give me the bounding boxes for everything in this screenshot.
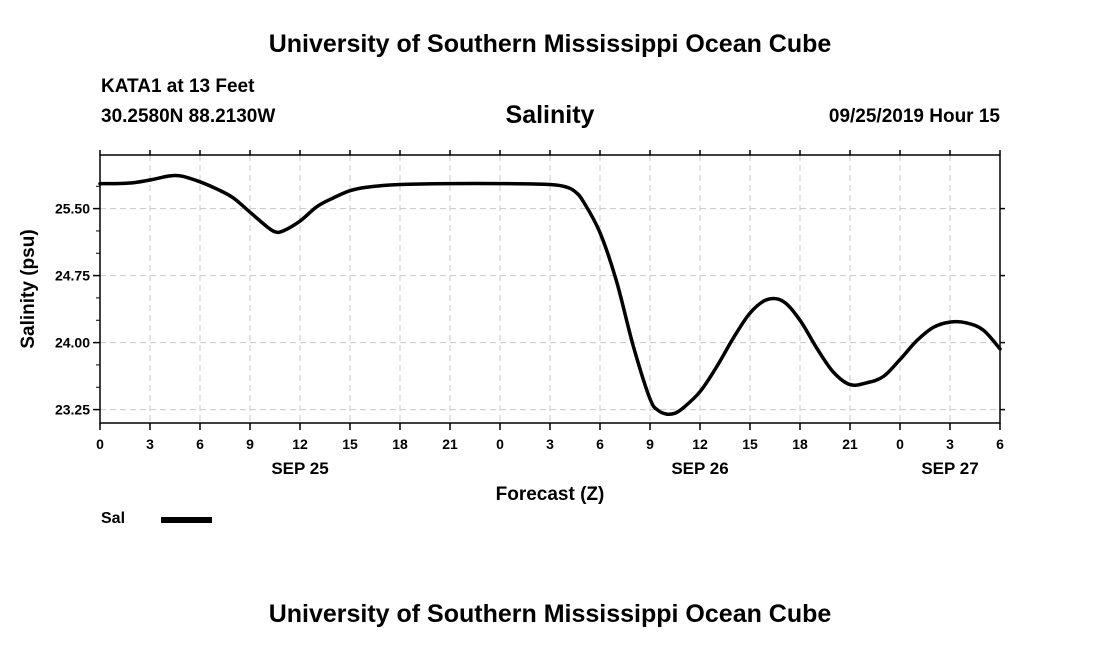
- x-tick-label: 12: [692, 436, 708, 452]
- axis-tick-labels: 0 3 6 9 12 15 18 21 0 3 6 9 12 15 18 21 0 3 6 SEP 25 SEP 26 S…: [55, 201, 1004, 478]
- x-tick-label: 3: [146, 436, 154, 452]
- x-tick-label: 18: [792, 436, 808, 452]
- x-tick-label: 9: [646, 436, 654, 452]
- plot-frame: [99, 154, 1001, 424]
- x-tick-label: 18: [392, 436, 408, 452]
- y-tick-label: 24.00: [55, 335, 90, 351]
- legend-line-swatch: [161, 517, 212, 523]
- x-tick-label: 6: [596, 436, 604, 452]
- station-label: KATA1 at 13 Feet: [101, 76, 255, 97]
- y-tick-label: 24.75: [55, 268, 90, 284]
- forecast-datetime: 09/25/2019 Hour 15: [828, 106, 1000, 127]
- x-tick-label: 0: [96, 436, 104, 452]
- x-date-label: SEP 25: [271, 459, 328, 478]
- grid-lines: [100, 155, 1000, 423]
- y-tick-label: 23.25: [55, 402, 90, 418]
- y-tick-label: 25.50: [55, 201, 90, 217]
- y-axis-label: Salinity (psu): [18, 229, 39, 348]
- x-date-label: SEP 26: [671, 459, 728, 478]
- x-date-label: SEP 27: [921, 459, 978, 478]
- x-tick-label: 21: [842, 436, 858, 452]
- x-tick-label: 0: [896, 436, 904, 452]
- x-tick-label: 21: [442, 436, 458, 452]
- chart-title: Salinity: [505, 101, 595, 129]
- footer-title: University of Southern Mississippi Ocean…: [268, 600, 832, 628]
- x-tick-label: 6: [996, 436, 1004, 452]
- x-tick-label: 6: [196, 436, 204, 452]
- x-tick-label: 3: [546, 436, 554, 452]
- legend-label: Sal: [101, 510, 126, 527]
- x-tick-label: 12: [292, 436, 308, 452]
- x-tick-label: 15: [342, 436, 358, 452]
- x-tick-label: 3: [946, 436, 954, 452]
- axis-ticks: [93, 150, 1005, 430]
- salinity-series-line: [98, 173, 1002, 417]
- x-axis-label: Forecast (Z): [496, 484, 605, 505]
- x-tick-label: 15: [742, 436, 758, 452]
- x-tick-label: 9: [246, 436, 254, 452]
- page-title: University of Southern Mississippi Ocean…: [268, 30, 832, 58]
- coordinates-label: 30.2580N 88.2130W: [101, 106, 276, 127]
- x-tick-label: 0: [496, 436, 504, 452]
